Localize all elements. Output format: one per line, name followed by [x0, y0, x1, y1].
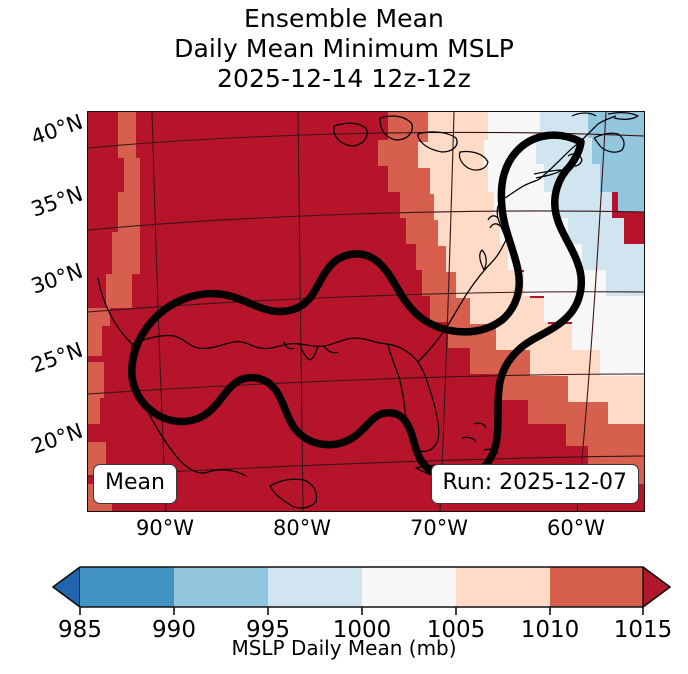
colorbar-axis-label: MSLP Daily Mean (mb)	[231, 636, 457, 660]
lon-tick-70w: 70°W	[410, 516, 468, 540]
title-line-2: Daily Mean Minimum MSLP	[174, 34, 514, 63]
colorbar-tick-995: 995	[246, 617, 290, 643]
run-label-box: Run: 2025-12-07	[430, 464, 639, 504]
mslp-contour-line	[128, 131, 586, 483]
lat-tick-35n: 35°N	[28, 181, 86, 222]
colorbar-band-1000-1005	[362, 567, 456, 607]
colorbar	[52, 566, 671, 615]
colorbar-tick-1015: 1015	[613, 617, 673, 643]
colorbar-tick-985: 985	[58, 617, 102, 643]
mean-label-box: Mean	[93, 464, 177, 504]
lat-tick-30n: 30°N	[28, 258, 86, 299]
colorbar-tick-1010: 1010	[520, 617, 580, 643]
colorbar-band-1005-1010	[456, 567, 550, 607]
colorbar-band-1010-1015	[550, 567, 643, 607]
colorbar-band-990-995	[174, 567, 268, 607]
lon-tick-60w: 60°W	[547, 516, 605, 540]
colorbar-band-995-1000	[268, 567, 362, 607]
lat-tick-25n: 25°N	[28, 337, 86, 378]
run-label-text: Run: 2025-12-07	[442, 470, 627, 495]
lon-tick-80w: 80°W	[273, 516, 331, 540]
map-frame	[87, 111, 645, 512]
map-plot	[88, 112, 644, 511]
colorbar-band-985-990	[80, 567, 174, 607]
colorbar-tick-990: 990	[152, 617, 196, 643]
colorbar-ticks	[79, 607, 644, 615]
figure-title: Ensemble Mean Daily Mean Minimum MSLP 20…	[0, 4, 688, 94]
lon-tick-90w: 90°W	[136, 516, 194, 540]
lat-tick-20n: 20°N	[28, 418, 86, 459]
title-line-1: Ensemble Mean	[244, 4, 444, 33]
mean-label-text: Mean	[105, 470, 165, 495]
title-line-3: 2025-12-14 12z-12z	[217, 64, 471, 93]
lat-tick-40n: 40°N	[28, 109, 86, 150]
colorbar-tick-1005: 1005	[426, 617, 486, 643]
colorbar-under-arrow	[52, 566, 81, 608]
colorbar-over-arrow	[642, 566, 671, 608]
colorbar-tick-1000: 1000	[332, 617, 392, 643]
map-panel: Mean Run: 2025-12-07	[87, 111, 645, 512]
colorbar-panel: 985 990 995 1000 1005 1010 1015	[0, 559, 688, 674]
